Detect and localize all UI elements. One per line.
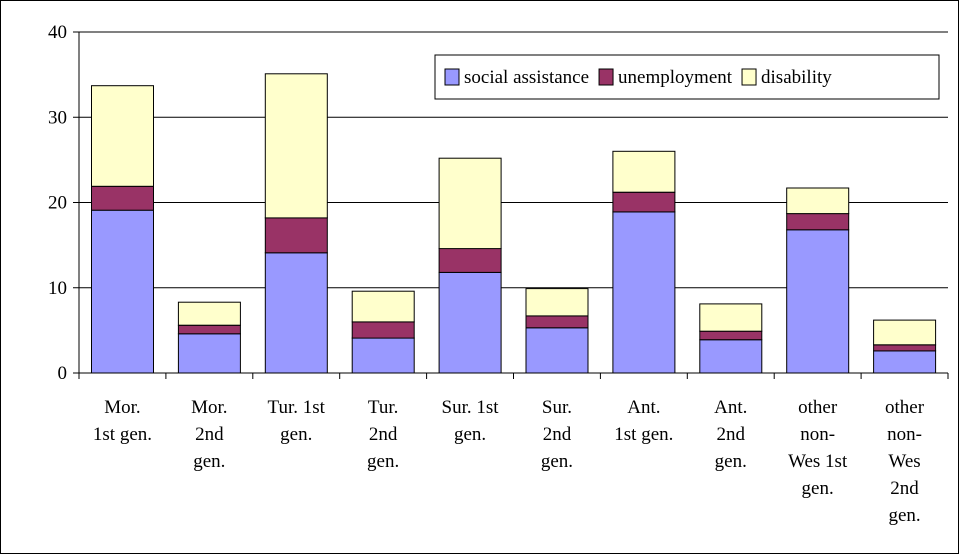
bar-segment (612, 211, 676, 374)
legend-label: social assistance (464, 67, 589, 88)
axes (73, 31, 949, 379)
bar-segment (612, 191, 676, 213)
bar-segment (525, 288, 589, 317)
y-tick-label: 10 (48, 278, 67, 299)
bar-segment (525, 327, 589, 374)
bar-segment (438, 157, 502, 250)
x-category-label-line: Sur. 1st (442, 397, 500, 418)
x-category-label-line: 2nd (543, 424, 572, 445)
legend-swatch (444, 68, 460, 86)
x-category-label-line: Tur. 1st (268, 397, 326, 418)
x-category-label-line: 2nd (717, 424, 746, 445)
legend-swatch (598, 68, 614, 86)
x-category-label-line: Wes 1st (788, 451, 848, 472)
bar-segment (873, 344, 937, 352)
bar-segment (438, 248, 502, 273)
x-category-label-line: 1st gen. (614, 424, 673, 445)
bar-segment (699, 303, 763, 332)
x-category-label-line: Ant. (627, 397, 660, 418)
x-category-label-line: gen. (802, 478, 834, 499)
x-category-label: Mor. 2nd gen. (191, 397, 227, 472)
x-category-label-line: non- (800, 424, 835, 445)
x-category-label-line: Mor. (191, 397, 227, 418)
x-category-label: Sur. 2nd gen. (541, 397, 573, 472)
x-category-label-line: other (885, 397, 925, 418)
x-category-label-line: Mor. (104, 397, 140, 418)
x-category-label-line: other (798, 397, 838, 418)
x-category-label-line: 2nd (195, 424, 224, 445)
x-category-label-line: gen. (888, 505, 920, 526)
bar-segment (351, 290, 415, 323)
legend: social assistance unemployment disability (434, 54, 940, 100)
bar-segment (177, 324, 241, 335)
x-category-label: Mor. 1st gen. (93, 397, 152, 445)
x-category-label-line: 1st gen. (93, 424, 152, 445)
x-category-label-line: gen. (715, 451, 747, 472)
bar-segment (699, 330, 763, 341)
bar-segment (786, 213, 850, 231)
y-tick-label: 40 (48, 22, 67, 43)
x-category-label: Sur. 1st gen. (442, 397, 500, 445)
x-category-label-line: non- (887, 424, 922, 445)
x-category-label: Tur. 1st gen. (268, 397, 326, 445)
x-category-label-line: Wes (888, 451, 920, 472)
x-category-label-line: gen. (280, 424, 312, 445)
y-tick-labels: 0 10 20 30 40 (48, 22, 67, 384)
x-category-label: Ant. 1st gen. (614, 397, 673, 445)
bar-segment (177, 333, 241, 374)
x-category-label-line: Tur. (368, 397, 398, 418)
bar-segment (699, 339, 763, 374)
x-category-label-line: gen. (541, 451, 573, 472)
x-category-label-line: gen. (367, 451, 399, 472)
bar-segment (873, 350, 937, 374)
bar-segment (91, 209, 154, 374)
bars (91, 73, 937, 374)
bar-segment (438, 271, 502, 374)
x-category-label: Tur. 2nd gen. (367, 397, 399, 472)
bar-segment (264, 73, 328, 219)
y-tick-label: 0 (58, 363, 68, 384)
bar-segment (351, 337, 415, 374)
bar-segment (873, 319, 937, 346)
bar-segment (177, 301, 241, 326)
x-category-label: Ant. 2nd gen. (714, 397, 747, 472)
x-category-label-line: Sur. (542, 397, 572, 418)
x-category-label-line: gen. (454, 424, 486, 445)
legend-swatch (741, 68, 757, 86)
legend-box (434, 54, 940, 100)
bar-segment (351, 321, 415, 339)
bar-segment (91, 85, 154, 187)
x-category-label: other non- Wes 2nd gen. (885, 397, 925, 526)
bar-segment (264, 252, 328, 374)
bar-segment (786, 229, 850, 374)
y-tick-label: 30 (48, 107, 67, 128)
x-category-label-line: 2nd (890, 478, 919, 499)
legend-label: unemployment (618, 67, 733, 88)
x-category-label-line: Ant. (714, 397, 747, 418)
bar-segment (786, 187, 850, 215)
bar-segment (525, 315, 589, 329)
bar-segment (612, 150, 676, 193)
x-category-label-line: 2nd (369, 424, 398, 445)
x-category-label: other non- Wes 1st gen. (788, 397, 848, 499)
bar-segment (264, 217, 328, 254)
y-tick-label: 20 (48, 193, 67, 214)
x-category-label-line: gen. (193, 451, 225, 472)
legend-label: disability (761, 67, 832, 88)
x-category-labels: Mor. 1st gen. Mor. 2nd gen. Tur. 1st gen. Tur. 2… (93, 397, 925, 526)
bar-segment (91, 185, 154, 211)
